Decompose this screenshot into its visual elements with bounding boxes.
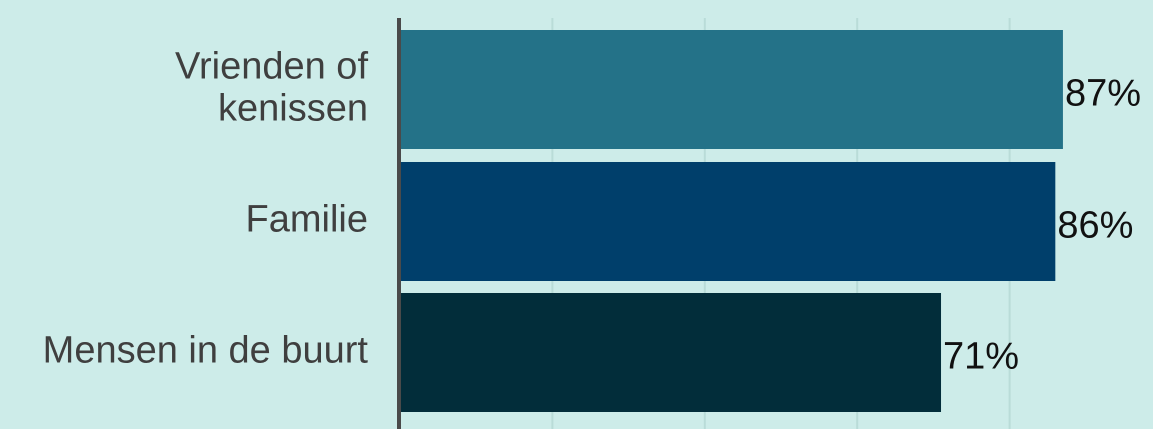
bar bbox=[400, 293, 942, 412]
value-labels: 87% 86% 71% bbox=[943, 73, 1141, 378]
category-label: Mensen in de buurt bbox=[43, 330, 369, 372]
category-label: Familie bbox=[246, 199, 368, 241]
bars bbox=[400, 30, 1063, 412]
value-label: 87% bbox=[1065, 73, 1141, 115]
category-labels: Vrienden of kenissen Familie Mensen in de b… bbox=[43, 46, 369, 372]
value-label: 86% bbox=[1057, 205, 1133, 247]
category-label-line: Familie bbox=[246, 199, 368, 241]
value-label: 71% bbox=[943, 336, 1019, 378]
category-label-line: Vrienden of bbox=[175, 46, 368, 88]
category-label-line: Mensen in de buurt bbox=[43, 330, 369, 372]
category-label-line: kenissen bbox=[218, 88, 368, 130]
bar bbox=[400, 162, 1056, 281]
bar bbox=[400, 30, 1063, 149]
category-label: Vrienden of kenissen bbox=[175, 46, 368, 130]
